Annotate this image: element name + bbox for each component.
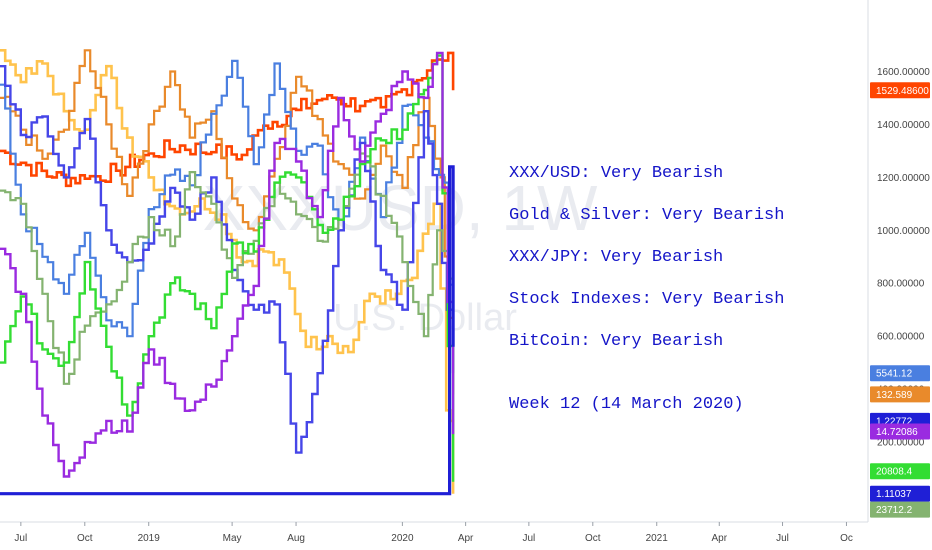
annotation-week: Week 12 (14 March 2020) xyxy=(509,395,744,414)
price-label-box xyxy=(870,501,930,518)
series-line-5 xyxy=(0,65,455,454)
plot-area[interactable] xyxy=(0,49,455,496)
x-tick-label: Apr xyxy=(712,533,728,544)
price-label: 5541.12 xyxy=(870,365,930,382)
annotation-xxx-usd: XXX/USD: Very Bearish xyxy=(509,164,723,183)
series-layer xyxy=(0,49,455,496)
y-tick-label: 800.00000 xyxy=(877,279,925,290)
price-label-box xyxy=(870,423,930,440)
x-tick-label: Apr xyxy=(458,533,474,544)
x-tick-label: 2020 xyxy=(391,533,414,544)
price-label-box xyxy=(870,463,930,480)
y-tick-label: 1600.00000 xyxy=(877,67,930,78)
x-tick-label: 2019 xyxy=(138,533,161,544)
series-line-9 xyxy=(0,165,455,496)
x-tick-label: Oct xyxy=(77,533,93,544)
price-label-box xyxy=(870,82,930,99)
price-label-text: 20808.4 xyxy=(876,467,913,478)
y-tick-label: 600.00000 xyxy=(877,332,925,343)
y-tick-label: 200.00000 xyxy=(877,438,925,449)
series-line-3 xyxy=(0,49,455,395)
x-tick-label: May xyxy=(223,533,242,544)
price-label: 20808.4 xyxy=(870,463,930,480)
annotation-bitcoin: BitCoin: Very Bearish xyxy=(509,332,723,351)
x-tick-label: Jul xyxy=(776,533,789,544)
y-tick-label: 1200.00000 xyxy=(877,173,930,184)
annotation-gold-silver: Gold & Silver: Very Bearish xyxy=(509,206,784,225)
annotations: XXX/USD: Very Bearish Gold & Silver: Ver… xyxy=(509,164,784,414)
x-tick-label: Oc xyxy=(840,533,853,544)
x-tick-label: Jul xyxy=(14,533,27,544)
series-line-8 xyxy=(0,51,455,478)
y-tick-label: 1400.00000 xyxy=(877,120,930,131)
x-tick-label: Jul xyxy=(523,533,536,544)
annotation-stock-indexes: Stock Indexes: Very Bearish xyxy=(509,290,784,309)
price-label-text: 23712.2 xyxy=(876,505,913,516)
series-line-6 xyxy=(0,152,455,385)
series-line-4 xyxy=(0,59,455,371)
price-label: 1529.48600 xyxy=(870,82,930,99)
series-line-1 xyxy=(0,51,455,188)
price-label-text: 1529.48600 xyxy=(876,86,929,97)
x-tick-label: Oct xyxy=(585,533,601,544)
x-axis-ticks[interactable]: Jul Oct 2019 May Aug 2020 Apr Jul Oct 2021 Apr Jul O… xyxy=(14,522,853,544)
price-label: 14.72086 xyxy=(870,423,930,440)
price-label-text: 1.11037 xyxy=(876,489,912,500)
watermark-description: U.S. Dollar xyxy=(333,297,517,339)
price-label-text: 132.589 xyxy=(876,390,913,401)
price-label-box xyxy=(870,485,930,502)
price-label: 132.589 xyxy=(870,386,930,403)
price-label-box xyxy=(870,386,930,403)
x-tick-label: 2021 xyxy=(646,533,669,544)
y-tick-label: 1000.00000 xyxy=(877,226,930,237)
series-line-7 xyxy=(0,54,455,482)
price-label-text: 5541.12 xyxy=(876,369,913,380)
price-label-box xyxy=(870,365,930,382)
price-label: 1.11037 xyxy=(870,485,930,502)
price-label: 23712.2 xyxy=(870,501,930,518)
annotation-xxx-jpy: XXX/JPY: Very Bearish xyxy=(509,248,723,267)
price-label-text: 14.72086 xyxy=(876,427,918,438)
x-tick-label: Aug xyxy=(287,533,305,544)
price-label-text: 1.22772 xyxy=(876,416,913,427)
price-labels: 1529.486005541.12132.5891.2277214.720862… xyxy=(870,82,930,518)
